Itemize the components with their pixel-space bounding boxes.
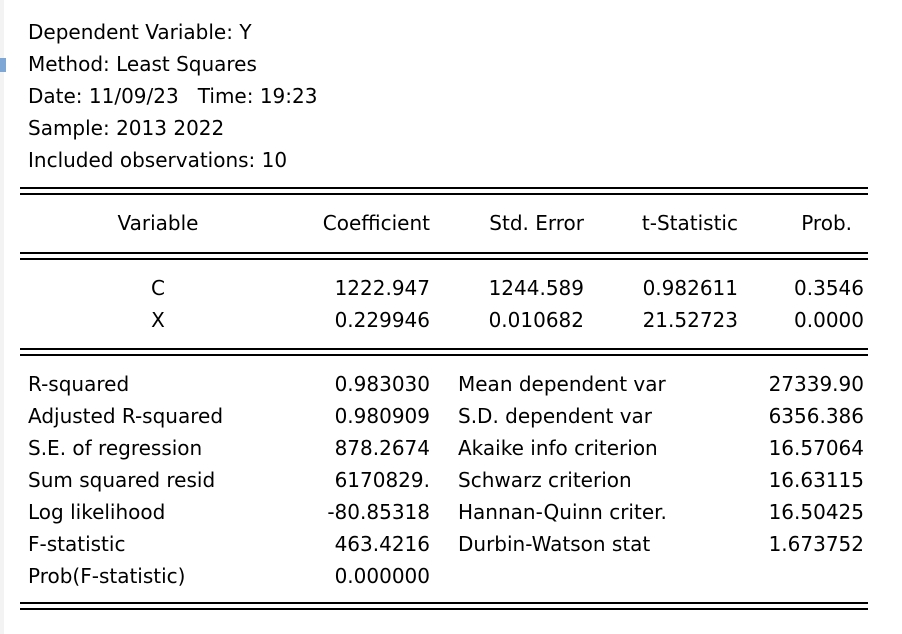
column-header-coefficient: Coefficient (322, 211, 430, 235)
stat-value-right: 6356.386 (768, 404, 864, 428)
stat-label: Prob(F-statistic) (28, 564, 186, 588)
stat-value: 6170829. (334, 468, 430, 492)
left-window-edge (0, 0, 4, 634)
std-error-value: 1244.589 (488, 276, 584, 300)
std-error-value: 0.010682 (488, 308, 584, 332)
stat-label-right: Schwarz criterion (458, 468, 632, 492)
stat-label-right: Mean dependent var (458, 372, 666, 396)
stat-value-right: 1.673752 (768, 532, 864, 556)
stat-value: 0.000000 (334, 564, 430, 588)
stat-label-right: Durbin-Watson stat (458, 532, 651, 556)
stat-value-right: 27339.90 (768, 372, 864, 396)
stat-label-right: Hannan-Quinn criter. (458, 500, 667, 524)
stat-value: 0.980909 (334, 404, 430, 428)
stat-label-right: S.D. dependent var (458, 404, 653, 428)
variable-name: C (151, 276, 165, 300)
stat-value: -80.85318 (327, 500, 430, 524)
sample-line: Sample: 2013 2022 (28, 116, 225, 140)
prob-value: 0.3546 (794, 276, 864, 300)
stat-value: 463.4216 (334, 532, 430, 556)
stat-value: 878.2674 (334, 436, 430, 460)
column-header-t-statistic: t-Statistic (641, 211, 738, 235)
coefficient-value: 0.229946 (334, 308, 430, 332)
stat-label: F-statistic (28, 532, 126, 556)
t-statistic-value: 0.982611 (642, 276, 738, 300)
column-header-std-error: Std. Error (489, 211, 584, 235)
t-statistic-value: 21.52723 (642, 308, 738, 332)
coefficient-value: 1222.947 (334, 276, 430, 300)
stat-value: 0.983030 (334, 372, 430, 396)
stat-label-right: Akaike info criterion (458, 436, 658, 460)
prob-value: 0.0000 (794, 308, 864, 332)
left-edge-marker (0, 58, 6, 72)
stat-value-right: 16.50425 (768, 500, 864, 524)
stat-label: R-squared (28, 372, 130, 396)
stat-value-right: 16.57064 (768, 436, 864, 460)
observations-line: Included observations: 10 (28, 148, 288, 172)
method-line: Method: Least Squares (28, 52, 257, 76)
column-header-variable: Variable (117, 211, 199, 235)
stat-label: S.E. of regression (28, 436, 203, 460)
date-time-line: Date: 11/09/23 Time: 19:23 (28, 84, 318, 108)
stat-label: Log likelihood (28, 500, 166, 524)
stat-label: Sum squared resid (28, 468, 216, 492)
dependent-variable-line: Dependent Variable: Y (28, 20, 252, 44)
table-bottom-rule (20, 602, 868, 610)
coefficients-bottom-rule (20, 348, 868, 356)
table-top-rule (20, 187, 868, 195)
variable-name: X (151, 308, 165, 332)
header-rule (20, 252, 868, 260)
column-header-prob: Prob. (801, 211, 852, 235)
stat-label: Adjusted R-squared (28, 404, 224, 428)
stat-value-right: 16.63115 (768, 468, 864, 492)
